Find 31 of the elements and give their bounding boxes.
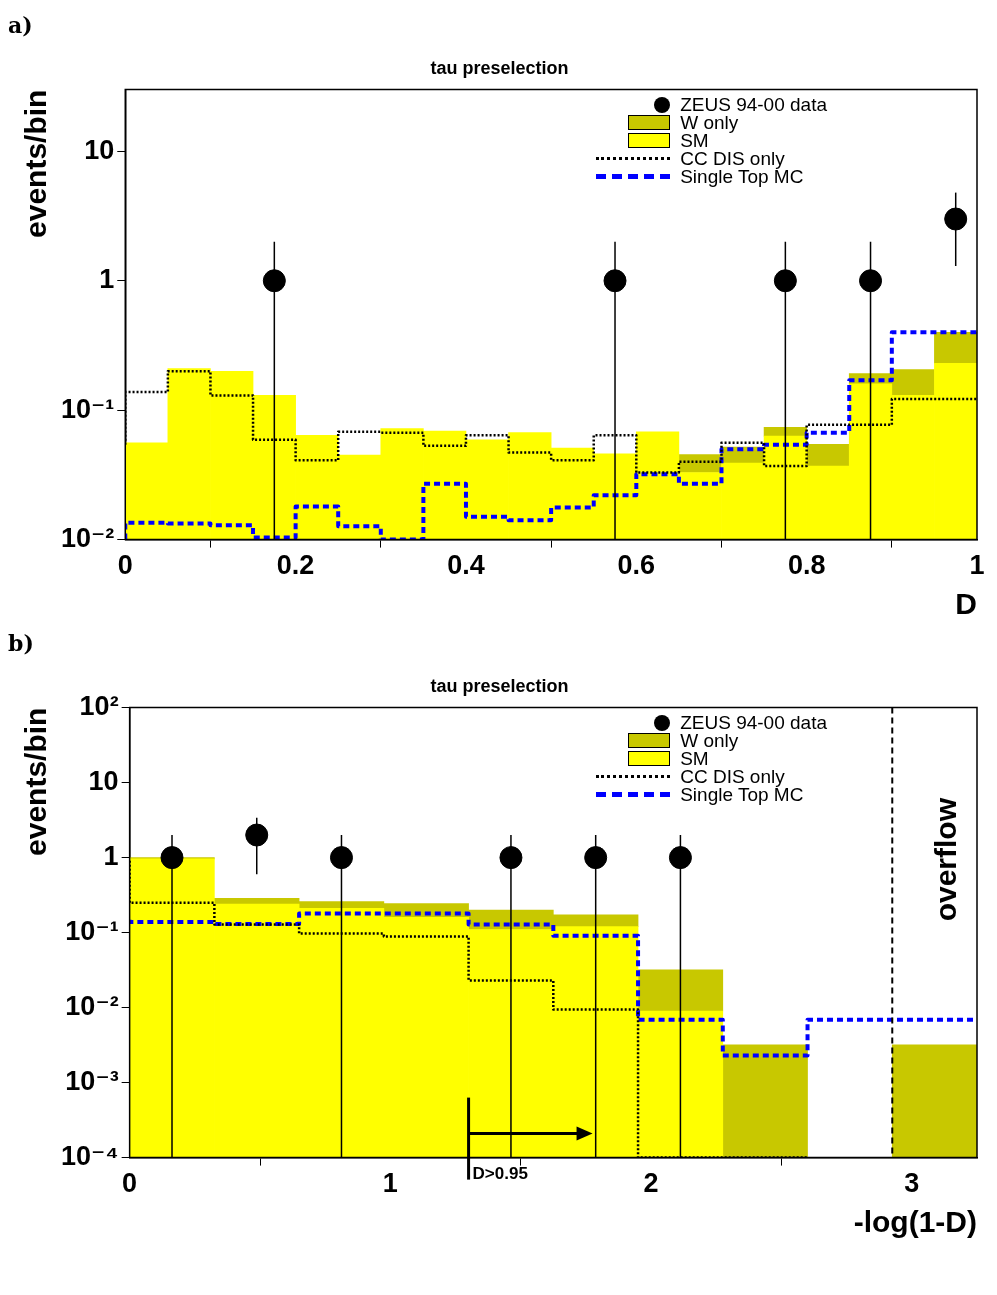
x-axis-title: -log(1-D) [853,1205,977,1239]
ref-line-label: D>0.95 [472,1163,528,1183]
y-tick-label: 10⁻¹ [65,916,119,947]
x-tick-label: 0.4 [447,550,485,581]
x-tick-label: 2 [643,1168,659,1199]
chart-title: tau preselection [430,57,569,78]
y-tick-label: 1 [103,841,119,872]
text: b) [8,630,34,656]
x-tick-label: 0.6 [617,550,656,581]
x-tick-label: 3 [904,1168,920,1199]
x-tick-label: 0.8 [787,550,826,581]
y-tick-label: 10⁻³ [65,1066,119,1097]
x-tick-label: 1 [382,1168,398,1199]
chart-title: tau preselection [430,675,569,696]
y-axis-title: events/bin [19,707,53,856]
x-axis-title: D [955,587,977,621]
y-tick-label: 10 [84,134,115,165]
x-tick-label: 0 [122,1168,138,1199]
x-tick-label: 0 [117,550,133,581]
y-tick-label: 10⁻⁴ [61,1141,119,1172]
y-tick-label: 10⁻² [65,991,119,1022]
annotation: overflow [929,797,963,921]
y-tick-label: 10² [79,691,119,722]
y-tick-label: 10⁻¹ [60,393,115,424]
y-axis-title: events/bin [19,89,53,238]
y-tick-label: 1 [99,264,115,295]
text: a) [8,12,33,38]
y-tick-label: 10 [88,766,119,797]
x-tick-label: 1 [969,550,985,581]
x-tick-label: 0.2 [276,550,315,581]
y-tick-label: 10⁻² [60,523,115,554]
